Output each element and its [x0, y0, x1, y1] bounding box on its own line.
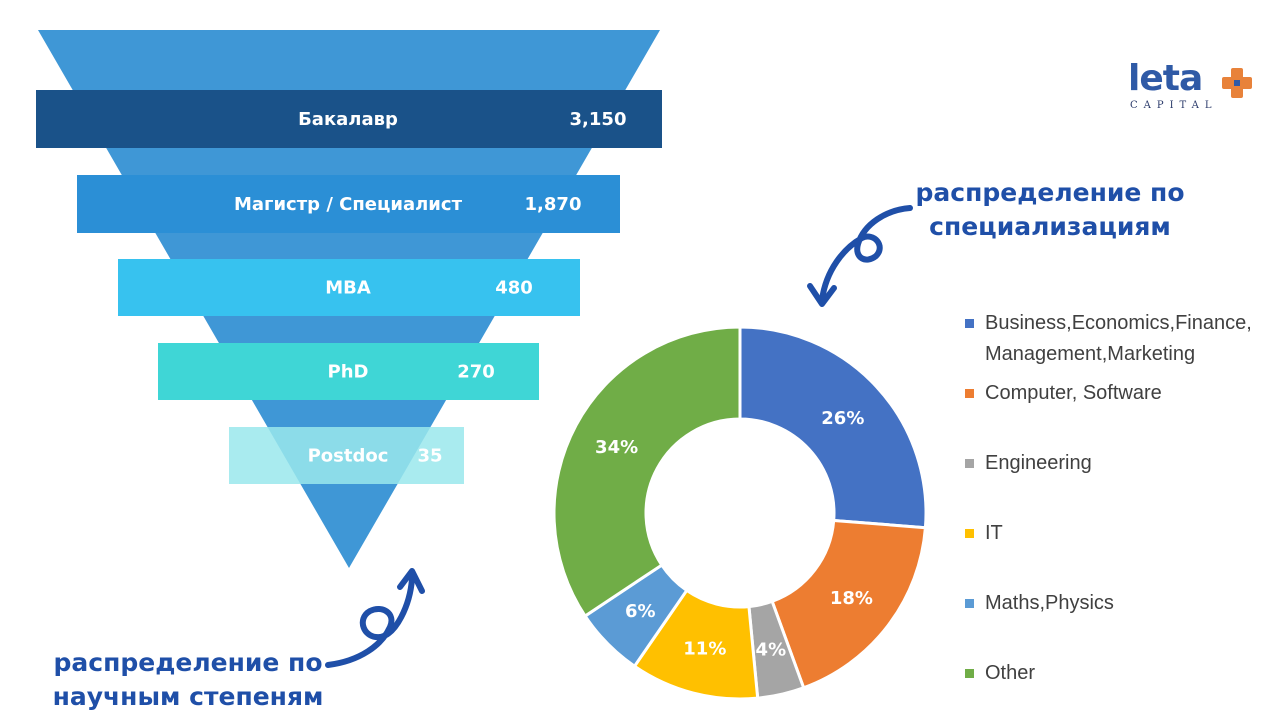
donut-label-3: 4%: [756, 640, 787, 661]
legend-label-1: Business,Economics,Finance, Management,M…: [985, 312, 1252, 365]
funnel-value-5: 35: [417, 446, 442, 467]
legend-swatch-2: [965, 389, 974, 398]
logo-plus-icon: [1222, 68, 1252, 98]
funnel-label-4: PhD: [328, 362, 369, 383]
donut-label-1: 26%: [821, 408, 864, 429]
caption-degrees-line1: распределение по: [53, 648, 323, 677]
donut-slice-6: [552, 325, 742, 619]
curved-arrow-down-icon: [807, 205, 913, 307]
funnel-label-1: Бакалавр: [298, 109, 398, 130]
legend-swatch-4: [965, 529, 974, 538]
caption-specialization-distribution: распределение по специализациям: [900, 176, 1200, 244]
caption-specs-line2: специализациям: [929, 212, 1171, 241]
funnel-bar-1: [36, 90, 662, 148]
funnel-label-5: Postdoc: [308, 446, 389, 467]
legend-swatch-5: [965, 599, 974, 608]
leta-capital-logo: leta CAPITAL: [1120, 58, 1265, 117]
legend-label-4: IT: [985, 522, 1003, 544]
funnel-bar-5: [229, 427, 464, 484]
legend-swatch-3: [965, 459, 974, 468]
caption-degree-distribution: распределение по научным степеням: [28, 646, 348, 714]
funnel-value-2: 1,870: [525, 194, 582, 215]
funnel-bar-4: [158, 343, 539, 400]
donut-label-4: 11%: [683, 639, 726, 660]
curved-arrow-up-icon: [325, 568, 425, 668]
legend-label-3: Engineering: [985, 452, 1092, 474]
donut-slice-2: [770, 518, 928, 690]
donut-label-2: 18%: [830, 588, 873, 609]
donut-label-5: 6%: [625, 601, 656, 622]
logo-wordmark: leta: [1128, 58, 1203, 99]
funnel-bar-2: [77, 175, 620, 233]
funnel-label-3: MBA: [325, 278, 371, 299]
legend-label-2: Computer, Software: [985, 382, 1162, 404]
caption-specs-line1: распределение по: [915, 178, 1185, 207]
funnel-value-1: 3,150: [570, 109, 627, 130]
funnel-bar-3: [118, 259, 580, 316]
degree-funnel-chart: Бакалавр 3,150 Магистр / Специалист 1,870 MB…: [36, 30, 662, 568]
donut-slice-1: [738, 325, 928, 530]
legend-label-5: Maths,Physics: [985, 592, 1114, 614]
logo-subtitle: CAPITAL: [1130, 100, 1218, 111]
funnel-value-3: 480: [495, 278, 533, 299]
legend-swatch-6: [965, 669, 974, 678]
legend-swatch-1: [965, 319, 974, 328]
donut-label-6: 34%: [595, 437, 638, 458]
funnel-label-2: Магистр / Специалист: [234, 194, 463, 215]
funnel-value-4: 270: [457, 362, 495, 383]
specialization-donut-chart: 26% 18% 4% 11% 6% 34%: [552, 325, 928, 701]
caption-degrees-line2: научным степеням: [52, 682, 324, 711]
legend-label-6: Other: [985, 662, 1036, 684]
